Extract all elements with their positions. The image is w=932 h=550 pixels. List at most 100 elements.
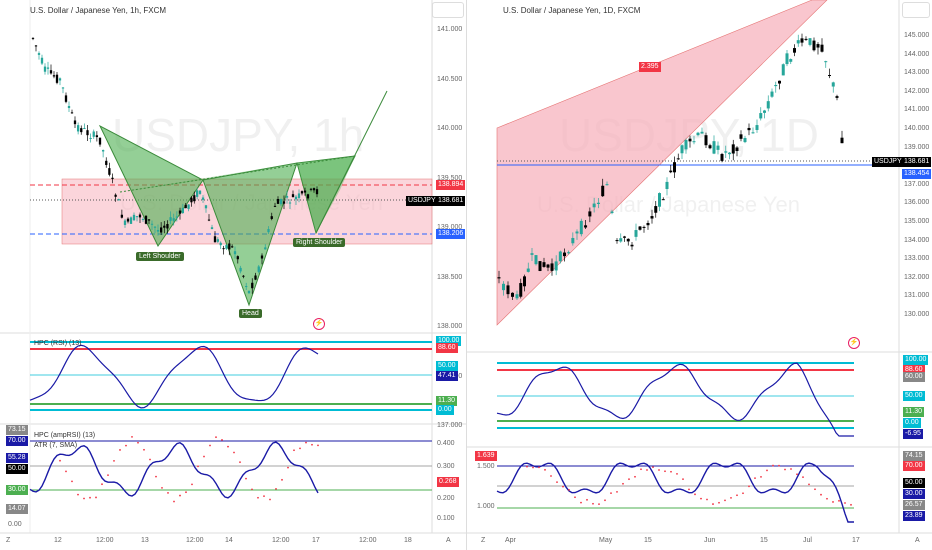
left-candle <box>300 191 304 194</box>
right-alert-icon[interactable]: ⚡ <box>848 337 860 349</box>
left-candle <box>101 150 105 152</box>
right-ind1-tick: 11.30 <box>903 407 924 417</box>
left-candle <box>279 198 283 205</box>
left-candle <box>213 236 217 243</box>
right-candle <box>554 261 558 271</box>
left-candle <box>187 204 190 209</box>
left-price-tick: 137.000 <box>437 422 463 429</box>
right-atr-dot <box>766 469 768 472</box>
right-price-tick: 130.000 <box>904 311 930 318</box>
left-candle <box>273 205 277 207</box>
left-candle <box>193 195 196 202</box>
right-atr-dot <box>718 501 720 504</box>
left-time-tick: 12 <box>54 537 62 544</box>
left-candle <box>219 242 222 246</box>
right-candle <box>755 125 759 130</box>
right-atr-dot <box>550 475 552 477</box>
right-candle <box>584 225 588 228</box>
left-candle <box>236 256 239 260</box>
right-atr-dot <box>724 499 726 502</box>
right-atr-dot <box>838 499 840 502</box>
left-candle <box>163 225 166 228</box>
right-atr-dot <box>526 465 528 468</box>
right-candle <box>669 170 673 173</box>
right-candle <box>720 154 724 161</box>
left-chart-pane[interactable]: U.S. Dollar / Japanese Yen, 1h, FXCM USD… <box>0 0 467 550</box>
right-ind2-right-tick: 70.00 <box>903 461 925 471</box>
left-candle <box>166 224 169 229</box>
left-candle <box>95 135 99 138</box>
left-candle <box>267 229 270 233</box>
left-atr-dot <box>233 451 235 454</box>
left-atr-dot <box>167 492 169 494</box>
right-atr-dot <box>772 464 774 467</box>
right-price-badge: 138.681 <box>902 157 932 167</box>
right-candle <box>735 147 739 152</box>
right-atr-dot <box>796 473 798 476</box>
left-candle <box>181 207 185 214</box>
right-candle <box>766 101 770 109</box>
left-price-chart[interactable] <box>0 0 466 550</box>
right-ind1-line <box>496 362 854 437</box>
left-candle <box>190 197 193 203</box>
left-candle <box>61 87 65 89</box>
right-ind2-right-tick: 30.00 <box>903 489 925 499</box>
right-candle <box>546 264 550 268</box>
left-candle <box>138 214 142 218</box>
right-atr-dot <box>646 469 648 471</box>
right-price-tick: 139.000 <box>904 143 930 151</box>
right-candle <box>763 110 766 113</box>
right-atr-dot <box>754 477 756 480</box>
right-chart-pane[interactable]: U.S. Dollar / Japanese Yen, 1D, FXCM USD… <box>467 0 932 550</box>
right-candle <box>634 230 638 237</box>
right-price-tick: 143.000 <box>904 69 930 77</box>
right-candle <box>550 263 554 271</box>
left-ind1-tick: 11.30 <box>436 396 457 406</box>
left-candle <box>184 204 187 209</box>
left-chart-title: U.S. Dollar / Japanese Yen, 1h, FXCM <box>30 6 167 15</box>
left-candle <box>123 220 127 225</box>
right-candle <box>615 240 619 242</box>
right-candle <box>563 252 566 257</box>
left-atr-dot <box>155 475 157 478</box>
right-candle <box>502 283 505 291</box>
right-time-tick: 15 <box>644 537 652 544</box>
right-shoulder-label: Right Shoulder <box>293 238 346 247</box>
left-atr-dot <box>101 483 103 486</box>
left-atr-dot <box>107 474 109 476</box>
left-candle <box>129 217 133 224</box>
left-alert-icon[interactable]: ⚡ <box>313 318 325 330</box>
right-candle <box>592 203 596 208</box>
right-atr-dot <box>556 481 558 484</box>
right-atr-dot <box>538 466 540 469</box>
right-settings-button[interactable] <box>902 2 930 18</box>
right-ind1-tick: 0.00 <box>903 418 921 428</box>
left-candle <box>150 223 154 225</box>
right-price-chart[interactable] <box>467 0 932 550</box>
left-candle <box>230 246 234 248</box>
left-candle <box>111 177 114 180</box>
right-ind2-right-tick: 74.15 <box>903 451 925 461</box>
left-ind2-label1: HPC (ampRSI) (13) <box>34 432 96 439</box>
left-candle <box>228 243 231 250</box>
left-candle <box>76 125 80 132</box>
right-candle <box>731 144 735 154</box>
right-footer-z[interactable]: Z <box>481 537 486 544</box>
left-candle <box>276 199 280 204</box>
right-candle <box>673 162 676 173</box>
right-ind2-left-tick: 1.500 <box>475 462 497 472</box>
left-ind2-left-tick: 73.15 <box>6 425 28 435</box>
left-candle <box>156 229 160 232</box>
right-footer-a[interactable]: A <box>915 537 920 544</box>
right-atr-dot <box>760 476 762 478</box>
right-ind2-line <box>496 462 854 523</box>
left-ind2-left-tick: 0.00 <box>6 520 24 530</box>
left-ind2-line <box>29 441 319 499</box>
right-atr-dot <box>742 492 744 495</box>
left-footer-a[interactable]: A <box>446 537 451 544</box>
right-candle <box>796 40 800 44</box>
left-footer-z[interactable]: Z <box>6 537 11 544</box>
right-atr-dot <box>832 501 834 503</box>
right-candle <box>692 141 696 143</box>
left-ind1-tick: 100.00 <box>436 336 462 346</box>
